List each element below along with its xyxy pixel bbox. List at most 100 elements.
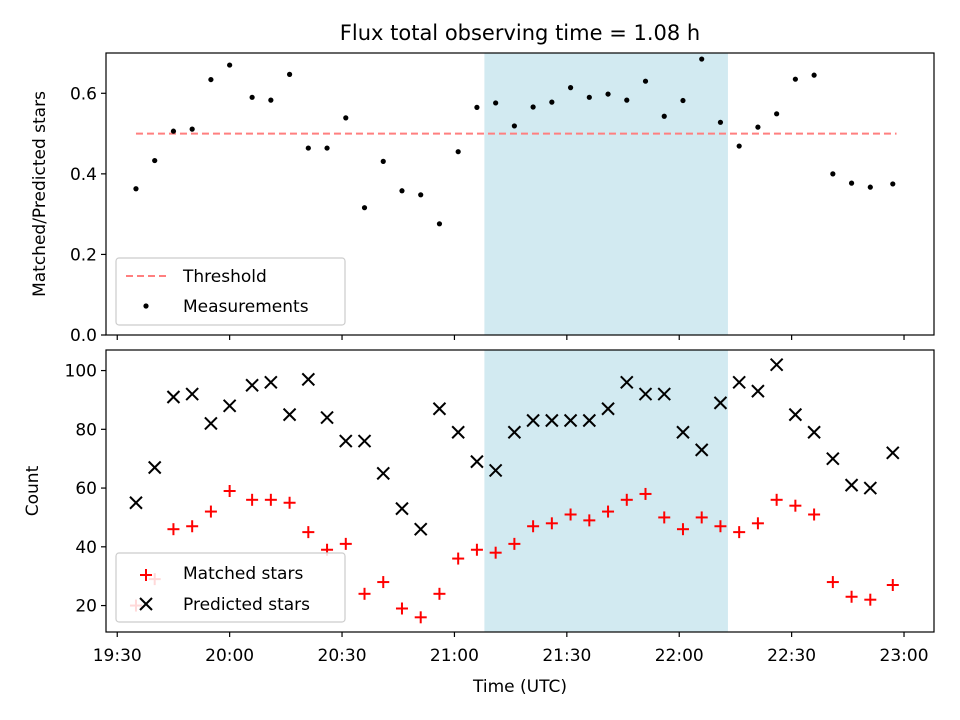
predicted-star-point (676, 425, 690, 439)
legend-matched-label: Matched stars (183, 564, 303, 584)
predicted-star-point (601, 402, 615, 416)
predicted-star-point (545, 413, 559, 428)
legend-measurements-swatch (143, 303, 149, 309)
measurement-point (152, 157, 158, 164)
matched-star-point (395, 602, 408, 615)
predicted-star-point (788, 407, 803, 422)
predicted-star-point (526, 413, 540, 428)
matched-star-point (886, 579, 899, 591)
matched-star-point (489, 546, 502, 559)
ratio-legend-box (115, 257, 346, 326)
measurement-point (436, 221, 443, 227)
predicted-star-point (563, 413, 578, 428)
y-tick-label: 60 (75, 479, 97, 499)
predicted-star-point (339, 434, 353, 448)
ratio-shaded-region (484, 53, 728, 335)
count-legend: Matched stars Predicted stars (115, 552, 346, 623)
figure-title: Flux total observing time = 1.08 h (340, 21, 700, 45)
y-tick-label: 100 (65, 362, 97, 382)
matched-star-points (129, 485, 899, 624)
measurement-point (890, 181, 896, 187)
matched-star-point (676, 523, 689, 536)
measurement-point (624, 97, 630, 103)
measurement-point (549, 99, 555, 105)
x-tick-label: 22:00 (655, 646, 704, 666)
measurement-point (586, 94, 592, 100)
matched-star-point (527, 520, 540, 533)
measurement-point (380, 158, 386, 164)
predicted-star-point (507, 425, 522, 439)
predicted-star-point (245, 378, 259, 392)
measurement-point (811, 72, 817, 78)
matched-star-point (223, 485, 236, 497)
matched-star-point (545, 517, 558, 530)
predicted-star-point (807, 425, 821, 439)
legend-threshold-label: Threshold (182, 267, 267, 287)
matched-star-point (583, 514, 596, 527)
measurement-point (133, 186, 139, 192)
predicted-star-point (470, 454, 484, 469)
measurement-points (133, 56, 896, 227)
measurement-point (755, 124, 761, 130)
matched-star-point (508, 537, 521, 550)
matched-star-point (658, 511, 671, 524)
measurement-point (661, 113, 667, 119)
matched-star-point (339, 537, 352, 550)
measurement-point (268, 97, 274, 103)
y-tick-label: 20 (75, 597, 97, 617)
predicted-star-point (185, 387, 199, 401)
predicted-star-point (282, 407, 297, 422)
predicted-star-point (222, 399, 237, 413)
matched-star-point (845, 590, 858, 603)
predicted-star-point (657, 387, 671, 401)
x-tick-label: 23:00 (880, 646, 929, 666)
count-shaded-region (484, 350, 728, 632)
ratio-y-axis-label: Matched/Predicted stars (30, 91, 50, 297)
measurement-point (455, 149, 461, 155)
measurement-point (848, 180, 855, 186)
measurement-point (830, 171, 836, 177)
legend-matched-swatch (140, 569, 152, 581)
matched-star-point (414, 611, 427, 624)
ratio-legend: Threshold Measurements (115, 257, 346, 326)
predicted-star-point (582, 413, 597, 428)
matched-star-point (452, 552, 465, 565)
matched-star-point (283, 496, 296, 509)
predicted-star-point (886, 446, 900, 460)
predicted-star-point (826, 451, 840, 466)
matched-star-point (470, 543, 483, 556)
matched-star-point (433, 587, 446, 600)
ratio-y-ticks: 0.0 0.2 0.4 0.6 (70, 84, 106, 346)
measurement-point (567, 85, 574, 91)
predicted-star-point (713, 396, 728, 410)
count-axes-frame (105, 349, 935, 633)
x-tick-label: 19:30 (93, 646, 142, 666)
predicted-star-point (357, 434, 372, 448)
measurement-point (605, 91, 611, 97)
matched-star-point (695, 511, 708, 524)
matched-star-point (639, 487, 652, 500)
y-tick-label: 0.0 (70, 326, 97, 346)
predicted-star-point (301, 372, 316, 387)
ratio-x-ticks (116, 335, 905, 340)
ratio-axes-frame (105, 52, 935, 336)
matched-star-point (167, 523, 180, 536)
legend-measurements-label: Measurements (183, 297, 309, 317)
measurement-point (249, 94, 255, 100)
predicted-star-point (264, 375, 278, 390)
matched-star-point (186, 520, 199, 533)
measurement-point (680, 97, 686, 104)
matched-star-point (264, 493, 277, 506)
measurement-point (399, 188, 405, 194)
measurement-point (343, 115, 349, 121)
measurement-point (227, 62, 233, 68)
predicted-star-point (395, 501, 409, 516)
predicted-star-points (129, 357, 900, 536)
measurement-point (324, 145, 330, 151)
measurement-point (792, 76, 798, 82)
measurement-point (493, 100, 499, 106)
x-tick-label: 20:00 (205, 646, 254, 666)
count-y-ticks: 20 40 60 80 100 (65, 362, 106, 617)
measurement-point (511, 123, 517, 129)
